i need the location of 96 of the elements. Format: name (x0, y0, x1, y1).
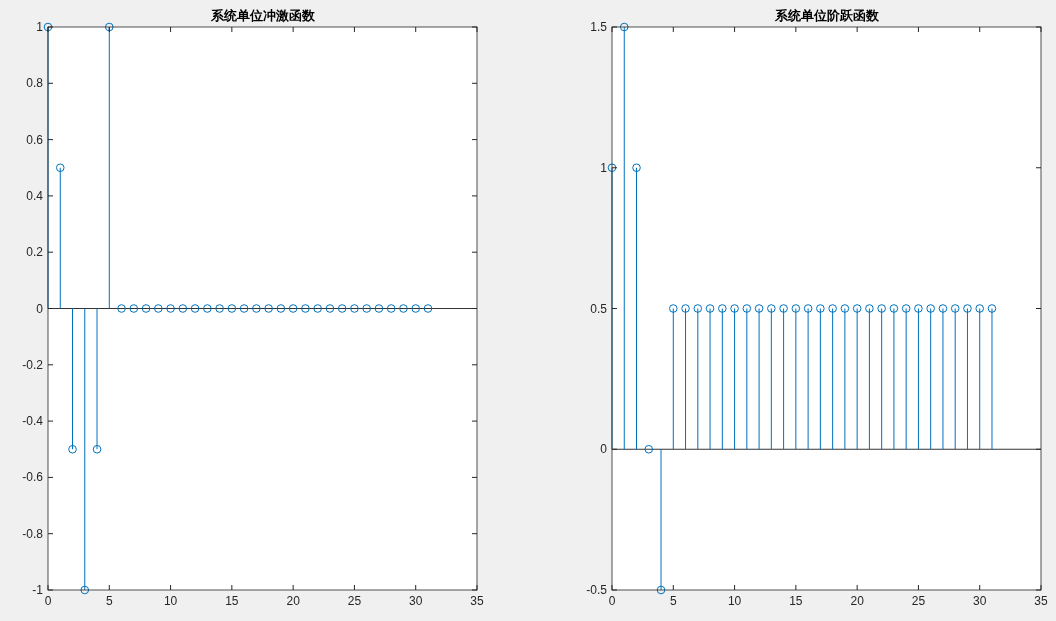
y-tick-label: 1 (36, 20, 44, 34)
point (865, 304, 874, 313)
x-tick-label: 5 (105, 594, 113, 608)
y-tick-label: 0.5 (590, 301, 608, 316)
x-tick-label: 10 (727, 594, 742, 608)
point (656, 585, 666, 595)
point (203, 304, 212, 313)
point (852, 304, 862, 313)
point (362, 304, 371, 313)
point (141, 304, 151, 313)
point (705, 304, 715, 313)
point (816, 304, 825, 313)
x-tick-label: 20 (850, 594, 865, 608)
point (914, 304, 923, 313)
point (301, 304, 310, 313)
point (129, 304, 139, 313)
point (104, 22, 114, 32)
point (730, 304, 739, 313)
y-tick-label: 1 (600, 160, 608, 175)
point (239, 304, 249, 313)
y-tick-label: 1.5 (590, 20, 608, 34)
y-tick-label: -0.5 (586, 583, 608, 597)
x-tick-label: 35 (470, 594, 484, 608)
x-tick-label: 30 (409, 594, 423, 608)
point (313, 304, 322, 313)
point (117, 304, 126, 313)
point (337, 304, 347, 313)
y-tick-label: -1 (32, 583, 44, 597)
y-tick-label: 0.4 (26, 188, 44, 203)
point (92, 444, 102, 454)
point (252, 304, 261, 313)
y-tick-label: 0.6 (26, 132, 44, 147)
point (950, 304, 960, 313)
point (938, 304, 948, 313)
x-tick-label: 10 (163, 594, 178, 608)
x-tick-label: 5 (669, 594, 677, 608)
y-tick-label: -0.6 (22, 470, 44, 485)
point (178, 304, 188, 313)
point (43, 22, 53, 32)
point (791, 304, 801, 313)
y-tick-label: -0.2 (22, 357, 44, 372)
y-tick-label: 0.2 (26, 245, 44, 260)
point (901, 304, 911, 313)
y-tick-label: -0.4 (22, 414, 44, 429)
point (767, 304, 776, 313)
point (374, 304, 384, 313)
y-tick-label: 0.8 (26, 76, 44, 91)
point (803, 304, 813, 313)
point (644, 444, 654, 454)
point (828, 304, 837, 313)
x-tick-label: 30 (973, 594, 987, 608)
point (754, 304, 764, 313)
x-tick-label: 20 (286, 594, 301, 608)
point (288, 304, 298, 313)
point (889, 304, 899, 313)
chart-title: 系统单位冲激函数 (209, 8, 316, 23)
point (166, 304, 175, 313)
point (325, 304, 335, 313)
point (718, 304, 727, 313)
point (607, 163, 617, 173)
point (215, 304, 224, 313)
point (154, 304, 163, 313)
point (668, 304, 678, 313)
point (264, 304, 273, 313)
point (963, 304, 972, 313)
point (276, 304, 286, 313)
point (619, 22, 629, 32)
chart-title: 系统单位阶跃函数 (773, 8, 880, 23)
point (975, 304, 985, 313)
point (399, 304, 408, 313)
y-tick-label: 0 (600, 442, 608, 457)
point (386, 304, 396, 313)
y-tick-label: -0.8 (22, 526, 44, 541)
point (55, 163, 65, 173)
point (840, 304, 850, 313)
point (423, 304, 433, 313)
point (742, 304, 752, 313)
point (411, 304, 421, 313)
point (350, 304, 359, 313)
point (68, 444, 77, 454)
x-tick-label: 15 (789, 594, 803, 608)
point (681, 304, 690, 313)
x-tick-label: 15 (225, 594, 239, 608)
point (632, 163, 641, 173)
point (987, 304, 997, 313)
point (779, 304, 788, 313)
x-tick-label: 35 (1034, 594, 1048, 608)
x-tick-label: 25 (911, 594, 926, 608)
x-tick-label: 25 (347, 594, 362, 608)
point (693, 304, 703, 313)
point (190, 304, 200, 313)
y-tick-label: 0 (36, 301, 44, 316)
point (877, 304, 886, 313)
point (227, 304, 237, 313)
point (926, 304, 935, 313)
point (80, 585, 90, 595)
